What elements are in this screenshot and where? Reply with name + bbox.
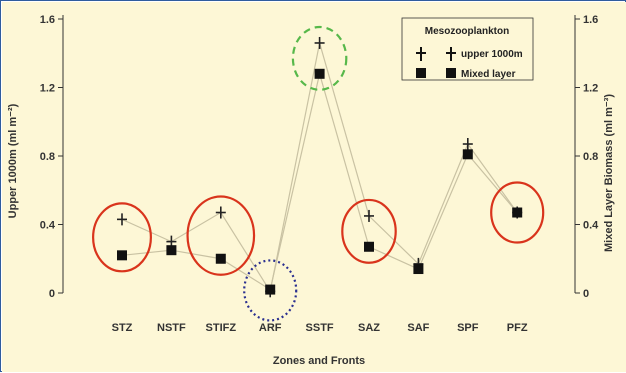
- x-axis-title: Zones and Fronts: [273, 355, 365, 367]
- left-y-axis-title: Upper 1000m (ml m⁻²): [7, 103, 19, 218]
- square-marker: [215, 253, 226, 264]
- legend-label-upper: upper 1000m: [461, 49, 523, 60]
- left-y-tick-labels: 0 0.4 0.8 1.2 1.6: [40, 14, 63, 300]
- annotation-ellipse-arf: [243, 259, 298, 322]
- square-marker: [462, 149, 473, 160]
- square-marker: [117, 250, 127, 261]
- plus-marker: [215, 206, 226, 219]
- plus-marker: [462, 138, 473, 151]
- annotation-ellipses: [92, 25, 545, 322]
- left-y-tick-label: 1.6: [40, 14, 55, 26]
- annotation-ellipse-saz: [341, 198, 397, 264]
- x-tick-label: SAZ: [358, 322, 380, 334]
- legend-label-mixed: Mixed layer: [461, 69, 516, 80]
- right-y-tick-label: 0.8: [583, 151, 598, 163]
- square-marker: [512, 207, 523, 218]
- right-y-tick-label: 0.4: [583, 220, 599, 232]
- annotation-ellipse-stz: [92, 202, 152, 273]
- square-marker: [364, 241, 374, 252]
- left-y-tick-label: 0.8: [40, 151, 55, 163]
- right-y-tick-label: 1.6: [583, 14, 598, 26]
- legend-plus-icon: [416, 47, 456, 61]
- annotation-ellipse-pfz: [490, 181, 545, 244]
- square-marker: [314, 68, 325, 79]
- left-y-tick-label: 0: [49, 288, 55, 300]
- right-y-tick-labels: 0 0.4 0.8 1.2 1.6: [575, 14, 599, 300]
- series-markers: [117, 36, 523, 298]
- right-y-axis-title: Mixed Layer Biomass (ml m⁻³): [603, 94, 615, 252]
- plus-marker: [117, 213, 127, 226]
- right-y-tick-label: 1.2: [583, 83, 598, 95]
- legend: Mesozooplankton upper 1000m Mixed layer: [401, 17, 534, 81]
- square-marker: [265, 284, 276, 295]
- legend-title: Mesozooplankton: [425, 26, 509, 37]
- x-tick-label: STIFZ: [206, 322, 237, 334]
- legend-square-icon: [416, 68, 456, 78]
- x-tick-label: SSTF: [306, 322, 334, 334]
- annotation-ellipse-stifz: [186, 195, 256, 276]
- legend-box: [401, 17, 534, 81]
- x-tick-label: PFZ: [507, 322, 528, 334]
- x-tick-label: STZ: [112, 322, 133, 334]
- x-tick-label: ARF: [259, 322, 282, 334]
- x-tick-label: SAF: [407, 322, 429, 334]
- left-y-tick-label: 0.4: [40, 220, 56, 232]
- x-tick-labels: STZ NSTF STIFZ ARF SSTF SAZ SAF SPF PFZ: [112, 322, 528, 334]
- square-marker: [166, 245, 177, 256]
- annotation-ellipse-sstf: [291, 25, 348, 91]
- x-tick-label: NSTF: [157, 322, 186, 334]
- x-tick-label: SPF: [457, 322, 479, 334]
- right-y-tick-label: 0: [583, 288, 589, 300]
- plus-marker: [314, 36, 325, 49]
- left-y-tick-label: 1.2: [40, 83, 55, 95]
- square-marker: [413, 264, 424, 275]
- plus-marker: [364, 209, 374, 222]
